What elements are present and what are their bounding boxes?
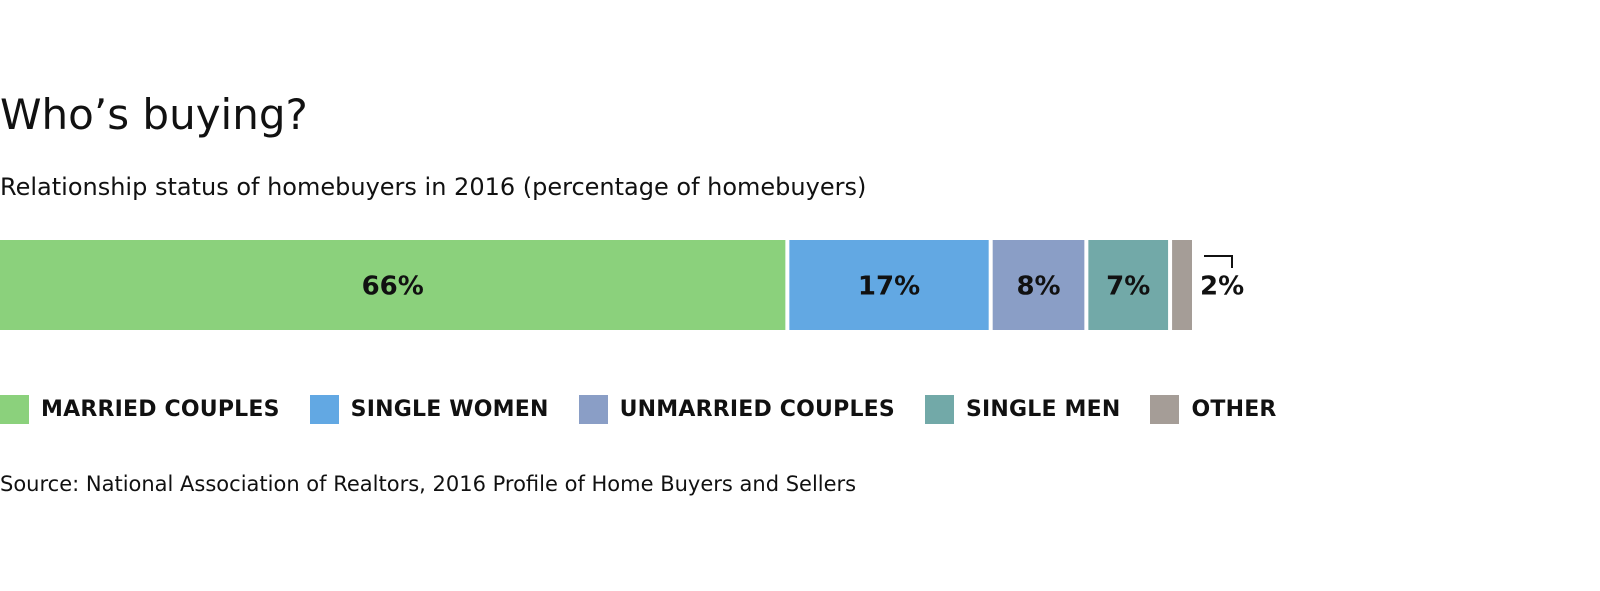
bar-segment-single-women bbox=[789, 240, 989, 330]
chart-legend: MARRIED COUPLES SINGLE WOMEN UNMARRIED COU… bbox=[0, 391, 1307, 427]
bar-segment-other bbox=[1172, 240, 1192, 330]
legend-swatch-single-men bbox=[924, 394, 954, 424]
legend-item-unmarried-couples: UNMARRIED COUPLES bbox=[578, 394, 895, 424]
legend-item-married-couples: MARRIED COUPLES bbox=[0, 394, 280, 424]
bar-segment-married-couples bbox=[0, 240, 786, 330]
legend-item-other: OTHER bbox=[1150, 394, 1277, 424]
chart-title: Who’s buying? bbox=[0, 90, 308, 139]
data-label-married-couples: 66% bbox=[362, 272, 424, 302]
chart-subtitle: Relationship status of homebuyers in 201… bbox=[0, 173, 867, 201]
legend-swatch-married-couples bbox=[0, 394, 29, 424]
data-label-single-men: 7% bbox=[1106, 272, 1150, 302]
data-label-other: 2% bbox=[1200, 272, 1244, 302]
callout-line-other bbox=[1204, 255, 1233, 268]
data-label-unmarried-couples: 8% bbox=[1016, 272, 1060, 302]
legend-swatch-other bbox=[1150, 394, 1180, 424]
legend-label-single-women: SINGLE WOMEN bbox=[350, 396, 549, 422]
data-label-single-women: 17% bbox=[858, 272, 920, 302]
legend-label-married-couples: MARRIED COUPLES bbox=[41, 396, 280, 422]
legend-swatch-unmarried-couples bbox=[578, 394, 608, 424]
legend-swatch-single-women bbox=[309, 394, 339, 424]
bar-segment-unmarried-couples bbox=[992, 240, 1085, 330]
source-note: Source: National Association of Realtors… bbox=[0, 472, 857, 496]
legend-item-single-women: SINGLE WOMEN bbox=[309, 394, 549, 424]
legend-label-unmarried-couples: UNMARRIED COUPLES bbox=[619, 396, 895, 422]
legend-label-single-men: SINGLE MEN bbox=[965, 396, 1121, 422]
legend-label-other: OTHER bbox=[1191, 396, 1277, 422]
stacked-bar-chart: 66% 17% 8% 7% 2% bbox=[0, 240, 1244, 330]
bar-segment-single-men bbox=[1088, 240, 1169, 330]
legend-item-single-men: SINGLE MEN bbox=[924, 394, 1121, 424]
